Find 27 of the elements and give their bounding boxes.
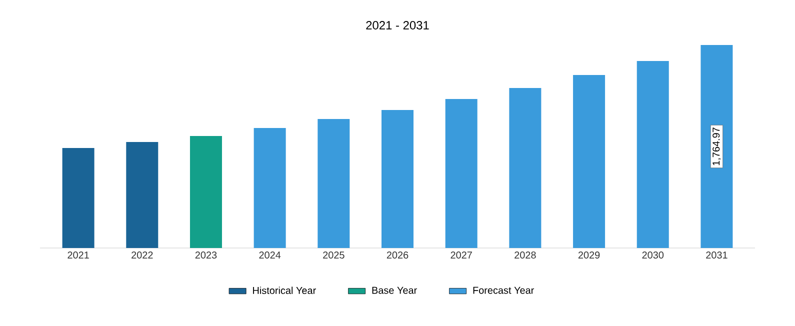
chart-title: 2021 - 2031 xyxy=(366,21,429,30)
x-tick-label: 2029 xyxy=(578,252,600,259)
x-tick-label: 2031 xyxy=(706,252,728,259)
x-tick-label: 2027 xyxy=(450,252,472,259)
x-tick-label: 2030 xyxy=(642,252,664,259)
bar xyxy=(509,88,542,248)
legend-label: Forecast Year xyxy=(473,286,534,294)
legend-label: Historical Year xyxy=(253,286,316,294)
bar xyxy=(636,60,669,248)
x-tick-label: 2028 xyxy=(514,252,536,259)
bar xyxy=(445,98,478,248)
bar xyxy=(382,110,414,248)
bar xyxy=(62,148,94,248)
bar xyxy=(573,75,606,248)
x-tick-label: 2025 xyxy=(323,252,344,259)
bar xyxy=(318,118,350,248)
x-tick-label: 2024 xyxy=(259,252,281,259)
x-tick-label: 2021 xyxy=(68,252,89,259)
legend-label: Base Year xyxy=(372,286,417,294)
x-tick-label: 2022 xyxy=(132,252,153,259)
x-tick-label: 2026 xyxy=(386,252,408,259)
x-tick-label: 2023 xyxy=(195,252,217,259)
data-label: 1,764.97 xyxy=(712,128,721,166)
bar xyxy=(126,142,158,248)
bar xyxy=(254,128,286,248)
bar xyxy=(190,136,222,248)
bar xyxy=(700,45,733,248)
